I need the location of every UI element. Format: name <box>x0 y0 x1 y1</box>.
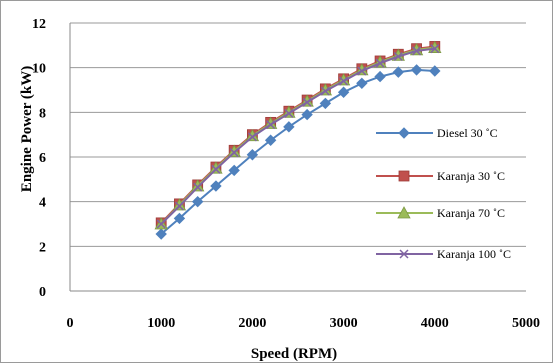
series-layer <box>154 40 442 240</box>
data-point-3-8 <box>302 97 312 107</box>
data-point-0-2 <box>191 195 204 208</box>
y-tick-label-0: 0 <box>39 285 46 300</box>
legend-item-0: Diesel 30 ˚C <box>376 126 498 140</box>
data-point-3-1 <box>174 201 184 211</box>
data-point-0-12 <box>374 70 386 83</box>
data-point-3-15-stroke-b <box>430 44 440 54</box>
y-tick-label-10: 10 <box>32 62 46 77</box>
data-point-0-5 <box>246 149 259 161</box>
data-point-3-6 <box>266 120 276 130</box>
y-tick-label-8: 8 <box>39 106 46 121</box>
data-point-0-11 <box>356 77 368 90</box>
legend-item-2: Karanja 70 ˚C <box>376 206 505 220</box>
data-point-3-10-stroke-b <box>339 76 349 86</box>
data-point-0-8 <box>301 108 313 121</box>
legend-item-1: Karanja 30 ˚C <box>376 169 505 183</box>
legend-marker-0 <box>398 127 410 139</box>
data-point-3-15 <box>430 44 440 54</box>
data-point-0-6 <box>264 134 277 146</box>
legend-label-3: Karanja 100 ˚C <box>437 247 511 261</box>
data-point-0-9 <box>319 97 332 110</box>
data-point-2-1 <box>172 198 187 211</box>
legend: Diesel 30 ˚C Karanja 30 ˚C Karanja 70 ˚C Ka… <box>376 126 511 261</box>
data-point-3-1-stroke-b <box>174 201 184 211</box>
data-point-0-1 <box>173 212 186 225</box>
data-point-3-10 <box>339 76 349 86</box>
data-point-3-3-stroke-b <box>211 164 221 174</box>
series-0 <box>155 64 441 240</box>
data-point-0-14 <box>410 64 423 76</box>
data-point-0-7 <box>283 121 295 133</box>
data-point-3-11-stroke-b <box>357 66 367 76</box>
data-point-3-6-stroke-b <box>266 120 276 130</box>
data-point-3-8-stroke-b <box>302 97 312 107</box>
data-point-0-3 <box>210 180 222 192</box>
x-tick-label-2000: 2000 <box>238 316 266 331</box>
data-point-0-15 <box>429 65 441 77</box>
x-axis-title: Speed (RPM) <box>251 346 337 362</box>
data-point-3-4 <box>229 148 239 158</box>
data-point-3-0-stroke-b <box>156 219 166 229</box>
data-point-3-7-stroke-b <box>284 108 294 118</box>
legend-marker-3-stroke-b <box>399 249 409 259</box>
data-point-0-0 <box>155 228 167 240</box>
legend-item-3: Karanja 100 ˚C <box>376 247 511 261</box>
x-tick-label-1000: 1000 <box>147 316 175 331</box>
legend-label-2: Karanja 70 ˚C <box>437 206 505 220</box>
data-point-3-9 <box>320 86 330 96</box>
y-axis-title: Engine Power (kW) <box>19 66 35 192</box>
y-tick-label-4: 4 <box>39 196 46 211</box>
data-point-3-0 <box>156 219 166 229</box>
x-tick-label-0: 0 <box>67 316 74 331</box>
legend-marker-3 <box>399 249 409 259</box>
series-line-0 <box>160 68 435 235</box>
tick-labels: 0 2 4 6 8 10 12 0 1000 2000 3000 4000 5000 <box>32 17 540 331</box>
data-point-3-5 <box>247 132 257 142</box>
series-3 <box>156 44 440 229</box>
data-point-0-13 <box>392 66 405 78</box>
data-point-3-12-stroke-b <box>375 58 385 68</box>
data-point-3-3 <box>211 164 221 174</box>
data-point-3-13-stroke-b <box>393 51 403 62</box>
y-tick-label-2: 2 <box>39 240 46 255</box>
data-point-3-11 <box>357 66 367 76</box>
y-tick-label-6: 6 <box>39 151 46 166</box>
series-line-3 <box>160 47 435 225</box>
x-tick-label-5000: 5000 <box>512 316 540 331</box>
legend-marker-2 <box>397 206 411 219</box>
legend-marker-1 <box>398 170 410 182</box>
x-tick-label-3000: 3000 <box>330 316 358 331</box>
legend-label-0: Diesel 30 ˚C <box>437 126 498 140</box>
gridlines <box>70 22 526 247</box>
data-point-3-9-stroke-b <box>320 86 330 96</box>
data-point-3-7 <box>284 108 294 118</box>
data-point-3-13 <box>393 51 403 62</box>
axes <box>69 23 526 292</box>
data-point-3-14 <box>412 46 422 56</box>
data-point-3-4-stroke-b <box>229 148 239 158</box>
data-point-3-2-stroke-b <box>193 182 203 192</box>
data-point-0-10 <box>337 86 350 98</box>
y-tick-label-12: 12 <box>32 17 46 32</box>
data-point-3-2 <box>193 182 203 192</box>
data-point-0-4 <box>228 164 240 177</box>
data-point-3-14-stroke-b <box>412 46 422 56</box>
data-point-3-12 <box>375 58 385 68</box>
x-tick-label-4000: 4000 <box>421 316 449 331</box>
data-point-3-5-stroke-b <box>247 132 257 142</box>
legend-label-1: Karanja 30 ˚C <box>437 169 505 183</box>
